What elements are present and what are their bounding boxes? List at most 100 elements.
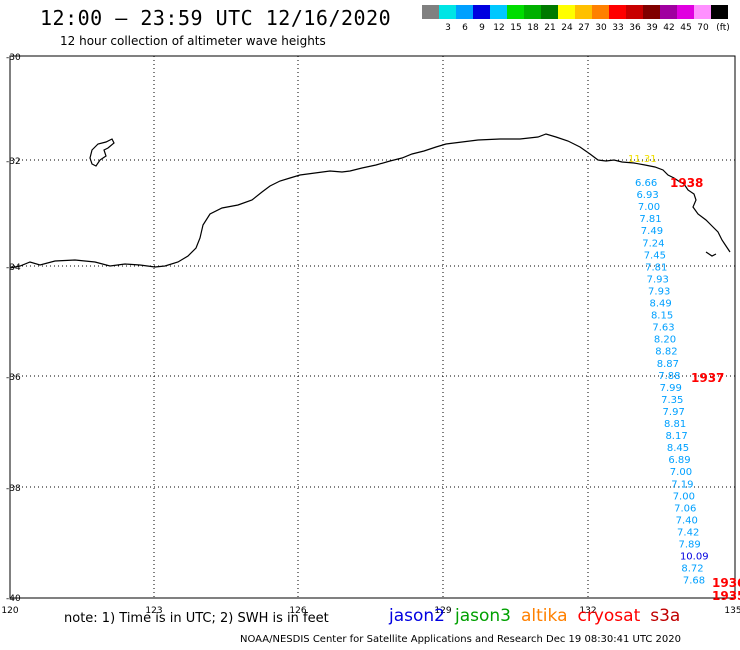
lat-label: -30 xyxy=(6,53,21,63)
island xyxy=(89,138,115,167)
pass-time-labels: 1938 1937 19361935 xyxy=(670,176,740,603)
legend-label: 15 xyxy=(510,23,522,33)
legend-swatch xyxy=(490,5,507,19)
map-frame xyxy=(9,55,736,599)
legend-label: 70 xyxy=(697,23,709,33)
wave-height-value: 8.49 xyxy=(650,299,672,310)
wave-height-value: 7.00 xyxy=(670,467,692,478)
wave-height-value: 7.99 xyxy=(660,383,682,394)
satellite-name: jason2 xyxy=(389,606,445,626)
wave-height-value: 7.88 xyxy=(658,371,680,382)
legend-label: 42 xyxy=(663,23,675,33)
coastline-tip xyxy=(705,251,717,257)
wave-height-value: 10.09 xyxy=(680,552,709,563)
wave-height-value: 7.45 xyxy=(644,250,666,261)
legend-swatch xyxy=(422,5,439,19)
wave-height-value: 7.40 xyxy=(676,515,698,526)
legend-label: 18 xyxy=(527,23,539,33)
wave-height-value: 8.72 xyxy=(681,564,703,575)
legend-label: 33 xyxy=(612,23,624,33)
satellite-name: jason3 xyxy=(455,606,511,626)
legend-swatch xyxy=(575,5,592,19)
legend-label: 9 xyxy=(479,23,485,33)
legend-swatch xyxy=(439,5,456,19)
legend-swatch xyxy=(609,5,626,19)
legend-swatch xyxy=(473,5,490,19)
legend-swatch xyxy=(592,5,609,19)
wave-height-value: 7.00 xyxy=(638,202,660,213)
lon-label: 126 xyxy=(289,606,306,616)
legend-swatch xyxy=(507,5,524,19)
legend-swatch xyxy=(541,5,558,19)
lat-label: -40 xyxy=(6,594,21,604)
wave-height-value: 7.93 xyxy=(647,274,669,285)
wave-height-value: 8.15 xyxy=(651,311,673,322)
lat-label: -38 xyxy=(6,484,21,494)
page-subtitle: 12 hour collection of altimeter wave hei… xyxy=(60,34,326,48)
wave-height-value: 7.81 xyxy=(645,262,667,273)
lat-label: -36 xyxy=(6,373,21,383)
wave-height-value: 8.82 xyxy=(655,347,677,358)
satellite-name: cryosat xyxy=(577,606,641,626)
legend-swatch xyxy=(456,5,473,19)
legend-swatch xyxy=(694,5,711,19)
wave-height-value: 7.81 xyxy=(639,214,661,225)
legend-label: 12 xyxy=(493,23,505,33)
wave-height-value: 6.89 xyxy=(668,455,690,466)
legend-label: 27 xyxy=(578,23,590,33)
wave-height-value: 8.87 xyxy=(657,359,679,370)
lat-label: -34 xyxy=(6,263,21,273)
wave-height-value: 7.68 xyxy=(683,576,705,587)
latitude-labels: -30 -32 -34 -36 -38 -40 xyxy=(6,53,21,604)
pass-time-label: 1936 xyxy=(712,576,740,590)
map-gridlines xyxy=(10,56,735,598)
wave-height-value: 11.31 xyxy=(628,154,657,165)
footer-credit: NOAA/NESDIS Center for Satellite Applica… xyxy=(240,634,682,645)
lon-label: 129 xyxy=(434,606,451,616)
legend-label: 21 xyxy=(544,23,556,33)
wave-height-value: 6.66 xyxy=(635,178,657,189)
legend-swatch xyxy=(524,5,541,19)
pass-time-label: 1937 xyxy=(691,371,724,385)
page-title: 12:00 – 23:59 UTC 12/16/2020 xyxy=(40,6,392,30)
wave-height-value: 8.17 xyxy=(665,431,687,442)
wave-height-value: 7.19 xyxy=(671,479,693,490)
legend-swatch xyxy=(711,5,728,19)
legend-swatch xyxy=(660,5,677,19)
satellite-legend: jason2 jason3 altika cryosat s3a xyxy=(389,606,690,626)
lat-label: -32 xyxy=(6,157,21,167)
coastline xyxy=(9,133,731,269)
legend-label: 36 xyxy=(629,23,641,33)
wave-height-value: 8.81 xyxy=(664,419,686,430)
wave-height-value: 7.06 xyxy=(674,503,696,514)
legend-label: 24 xyxy=(561,23,573,33)
footer-note: note: 1) Time is in UTC; 2) SWH is in fe… xyxy=(64,611,329,626)
legend-label: 3 xyxy=(445,23,451,33)
legend-label: 39 xyxy=(646,23,658,33)
legend-label: 45 xyxy=(680,23,692,33)
legend-unit: (ft) xyxy=(716,23,730,33)
legend-swatch xyxy=(558,5,575,19)
legend-label: 30 xyxy=(595,23,607,33)
wave-height-value: 7.24 xyxy=(642,238,664,249)
wave-height-value: 7.89 xyxy=(679,540,701,551)
wave-height-value: 8.20 xyxy=(654,335,676,346)
legend-swatch xyxy=(677,5,694,19)
wave-height-value: 7.49 xyxy=(641,226,663,237)
wave-height-value: 6.93 xyxy=(636,190,658,201)
wave-height-value: 7.42 xyxy=(677,527,699,538)
pass-time-label: 1935 xyxy=(712,589,740,603)
wave-height-value: 7.97 xyxy=(663,407,685,418)
lon-label: 120 xyxy=(1,606,18,616)
lon-label: 123 xyxy=(145,606,162,616)
wave-height-value: 7.93 xyxy=(648,286,670,297)
lon-label: 135 xyxy=(724,606,740,616)
wave-height-value: 7.00 xyxy=(673,491,695,502)
wave-height-track: 11.316.666.937.007.817.497.247.457.817.9… xyxy=(628,154,709,587)
satellite-name: s3a xyxy=(650,606,681,626)
wave-height-value: 8.45 xyxy=(667,443,689,454)
longitude-labels: 120 123 126 129 132 135 xyxy=(1,606,740,616)
wave-height-value: 7.35 xyxy=(661,395,683,406)
